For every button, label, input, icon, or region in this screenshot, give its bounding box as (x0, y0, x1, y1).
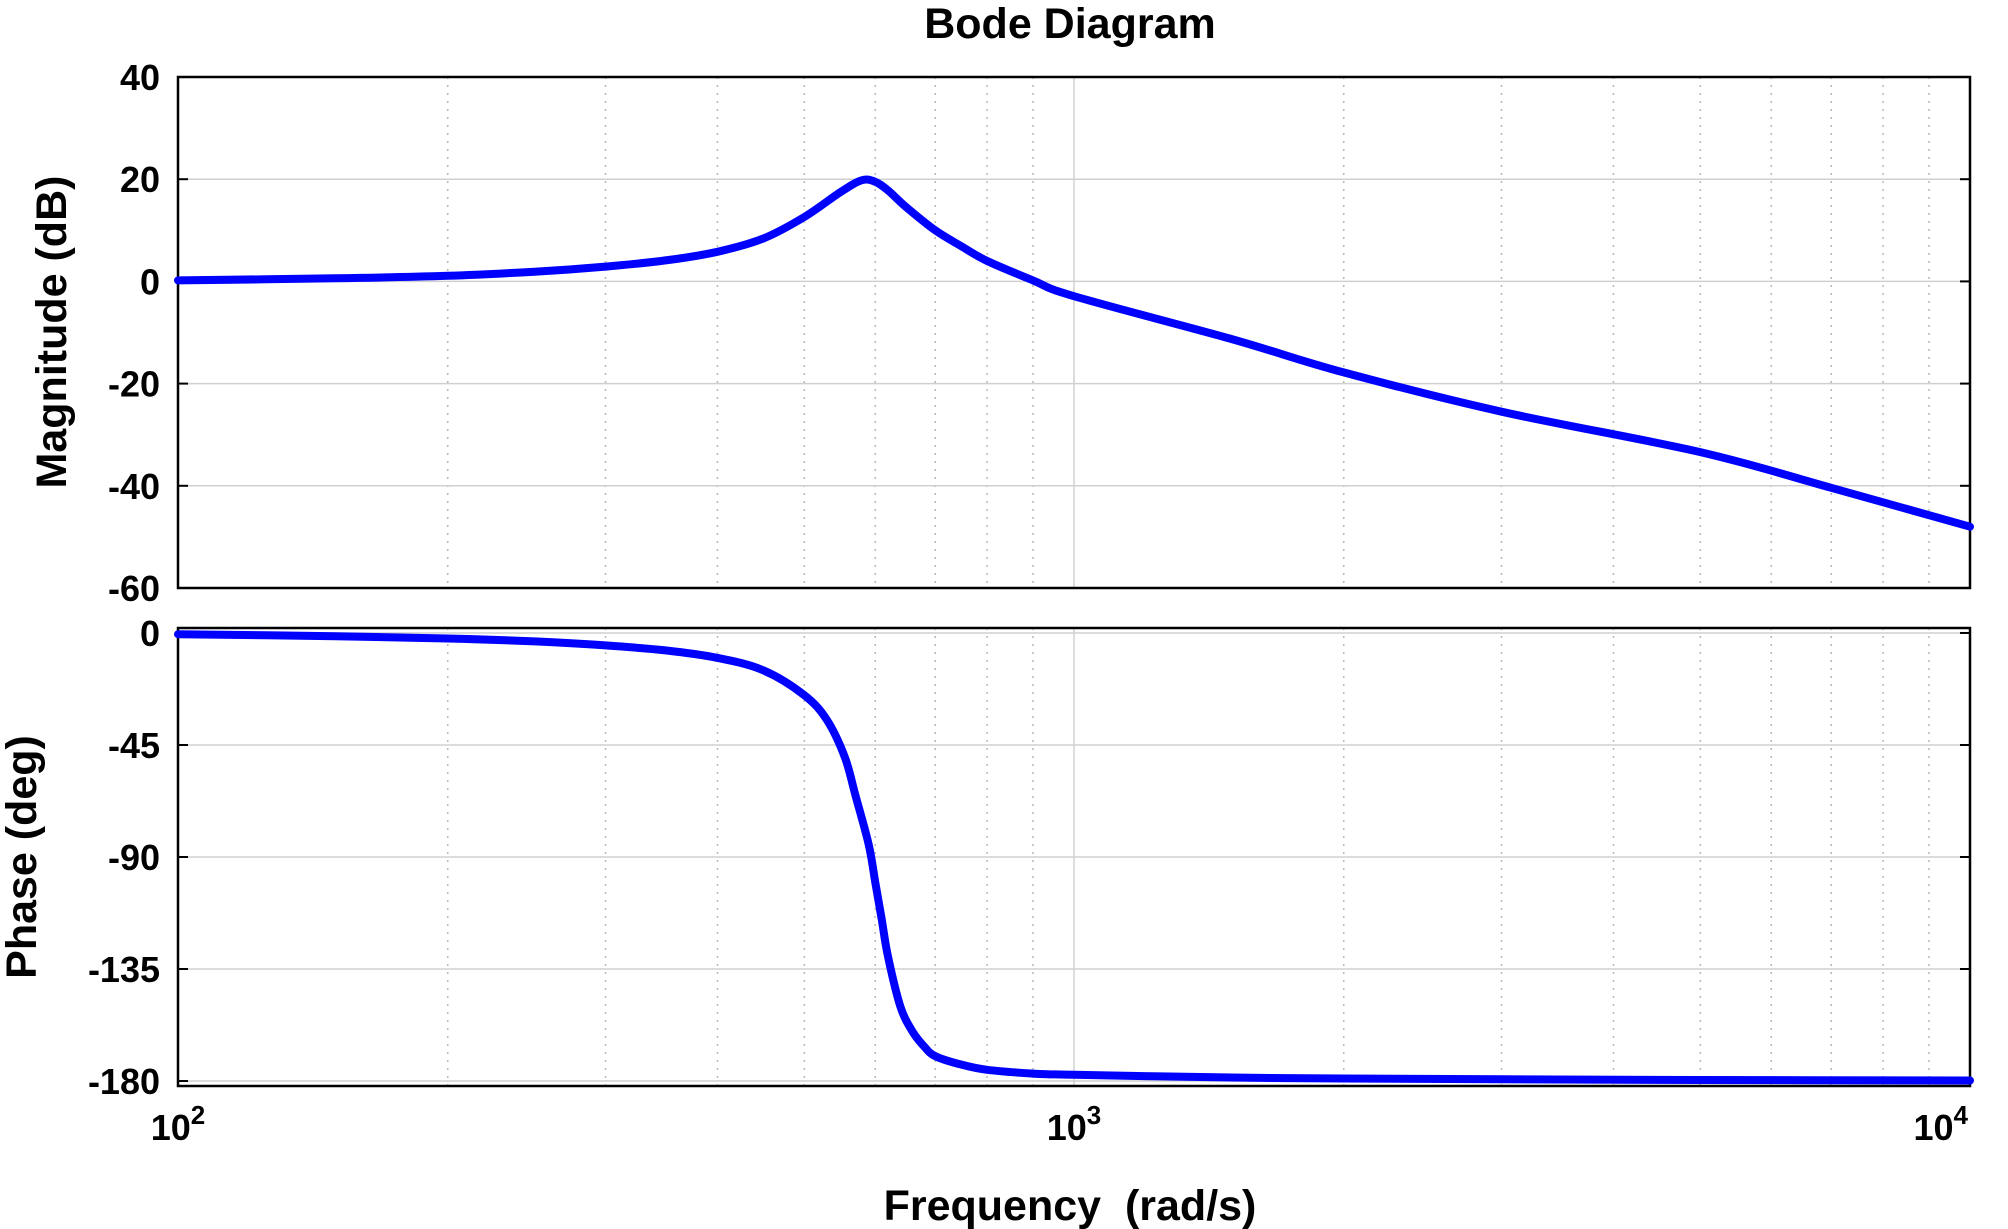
magnitude-series-line (174, 175, 1974, 531)
magnitude-y-ticks: 40 20 0 -20 -40 -60 (108, 57, 1970, 609)
frequency-x-ticks: 102 103 104 (151, 1100, 1969, 1148)
phase-y-ticks: 0 -45 -90 -135 -180 (88, 613, 1970, 1102)
magnitude-y-tick-label: -60 (108, 568, 160, 609)
phase-grid (178, 628, 1970, 1086)
magnitude-plot-frame (176, 75, 1972, 590)
frequency-tick-label: 103 (1047, 1100, 1102, 1148)
tick-base: 10 (151, 1107, 191, 1148)
magnitude-axis-label: Magnitude (dB) (28, 176, 76, 489)
tick-base: 10 (1913, 1107, 1953, 1148)
frequency-axis-label: Frequency (rad/s) (884, 1182, 1257, 1229)
magnitude-y-tick-label: 20 (120, 159, 160, 200)
frequency-tick-label: 104 (1913, 1100, 1968, 1148)
phase-y-tick-label: -45 (108, 725, 160, 766)
tick-base: 10 (1047, 1107, 1087, 1148)
magnitude-y-tick-label: 0 (140, 261, 160, 302)
tick-exponent: 2 (191, 1100, 205, 1130)
magnitude-grid (178, 77, 1970, 588)
tick-exponent: 3 (1087, 1100, 1101, 1130)
phase-y-tick-label: -180 (88, 1061, 160, 1102)
phase-series-line (174, 630, 1974, 1085)
phase-y-tick-label: 0 (140, 613, 160, 654)
magnitude-y-tick-label: -40 (108, 466, 160, 507)
phase-y-tick-label: -90 (108, 837, 160, 878)
phase-axis-label: Phase (deg) (0, 735, 46, 979)
chart-title: Bode Diagram (924, 0, 1216, 48)
magnitude-y-tick-label: 40 (120, 57, 160, 98)
magnitude-y-tick-label: -20 (108, 364, 160, 405)
phase-y-tick-label: -135 (88, 949, 160, 990)
frequency-tick-label: 102 (151, 1100, 206, 1148)
tick-exponent: 4 (1954, 1100, 1969, 1130)
